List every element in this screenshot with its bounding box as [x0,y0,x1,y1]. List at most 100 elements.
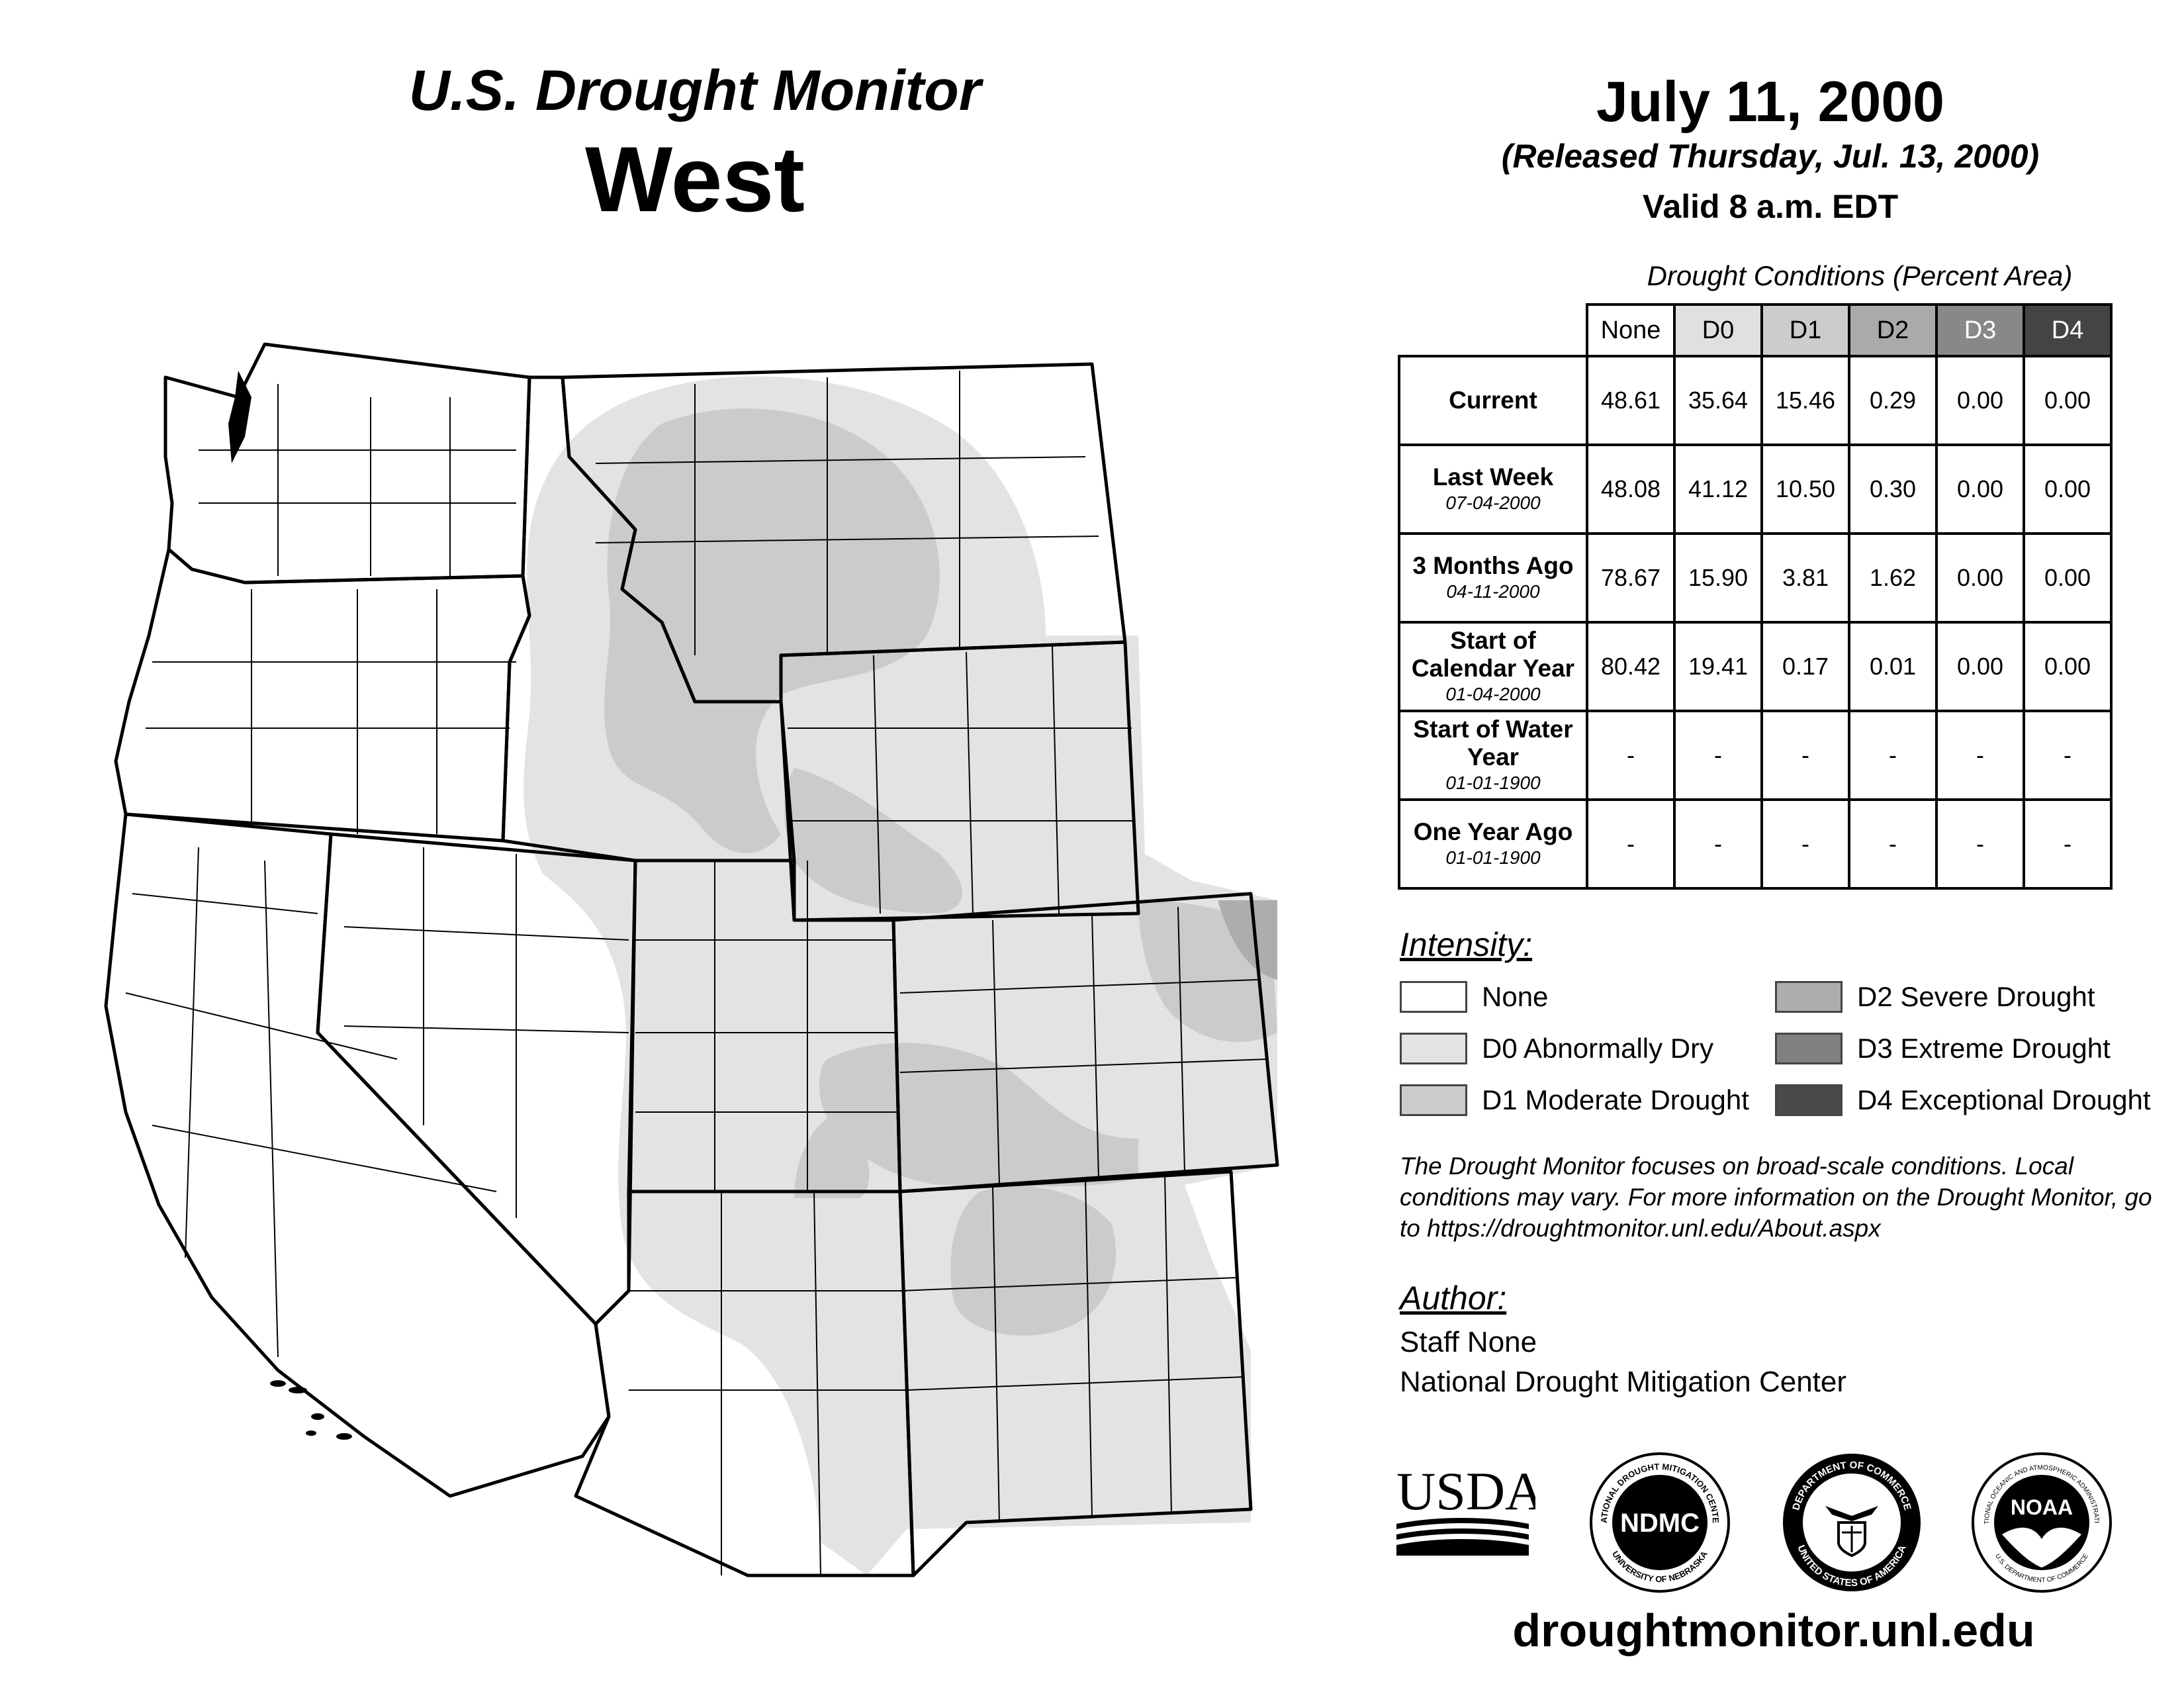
legend-label: D4 Exceptional Drought [1857,1084,2151,1115]
table-cell: - [1586,798,1676,890]
table-cell: 0.00 [2023,444,2113,535]
table-cell: 48.08 [1586,444,1676,535]
table-cell: 3.81 [1760,532,1850,624]
legend-swatch [1400,1033,1467,1064]
row-date: 01-01-1900 [1445,773,1541,793]
table-cell: 0.17 [1760,621,1850,712]
legend-title: Intensity: [1400,926,1533,963]
disclaimer-note: The Drought Monitor focuses on broad-sca… [1400,1152,2152,1242]
footer-url: droughtmonitor.unl.edu [1512,1605,2035,1656]
col-header-d0: D0 [1673,303,1763,357]
washington-border [163,342,531,585]
table-row: 3 Months Ago 04-11-2000 78.67 15.90 3.81 … [1398,532,2113,624]
legend-item-d1: D1 Moderate Drought [1400,1082,1749,1119]
author-organization: National Drought Mitigation Center [1400,1366,1847,1398]
table-cell: 0.01 [1848,621,1938,712]
county-lines [125,371,1268,1576]
drought-conditions-table: None D0 D1 D2 D3 D4 Current 48.61 35.64 … [1398,303,2113,890]
legend-label: None [1482,981,1549,1012]
release-date: (Released Thursday, Jul. 13, 2000) [1501,138,2040,175]
row-label: Last Week [1432,463,1554,491]
table-cell: 0.00 [2023,355,2113,446]
legend-swatch [1775,981,1843,1013]
row-label: 3 Months Ago [1412,552,1574,579]
row-date: 01-04-2000 [1445,684,1541,704]
author-label: Author: [1400,1280,1507,1317]
col-header-none: None [1586,303,1676,357]
coastal-islands [228,371,352,1440]
d1-area-utah-strip [794,1119,870,1198]
table-row: Current 48.61 35.64 15.46 0.29 0.00 0.00 [1398,355,2113,446]
d1-area-wyoming [784,768,962,914]
table-row: Start of Calendar Year 01-04-2000 80.42 1… [1398,621,2113,712]
d1-area-north [604,408,940,853]
table-row: Last Week 07-04-2000 48.08 41.12 10.50 0.… [1398,444,2113,535]
table-cell: 35.64 [1673,355,1763,446]
noaa-logo-text: NOAA [2011,1495,2073,1519]
table-cell: - [2023,798,2113,890]
legend-label: D1 Moderate Drought [1482,1084,1749,1115]
row-label: One Year Ago [1413,818,1573,845]
map-date: July 11, 2000 [1596,70,1944,134]
col-header-d1: D1 [1760,303,1850,357]
table-cell: - [1935,710,2025,801]
table-cell: 0.00 [1935,532,2025,624]
d1-area-newmexico [950,1186,1116,1336]
ndmc-logo: NATIONAL DROUGHT MITIGATION CENTER UNIVE… [1587,1450,1730,1593]
state-borders [104,342,1279,1577]
legend-item-d3: D3 Extreme Drought [1775,1030,2111,1067]
row-label: Start of Calendar Year [1411,627,1575,682]
table-cell: 80.42 [1586,621,1676,712]
table-cell: 48.61 [1586,355,1676,446]
drought-areas [523,376,1278,1576]
table-cell: 0.30 [1848,444,1938,535]
legend-label: D0 Abnormally Dry [1482,1033,1714,1064]
table-cell: 41.12 [1673,444,1763,535]
table-cell: 0.00 [1935,444,2025,535]
legend-label: D3 Extreme Drought [1857,1033,2111,1064]
legend-item-none: None [1400,978,1548,1015]
table-cell: 15.90 [1673,532,1763,624]
california-border [104,812,611,1498]
newmexico-border [898,1170,1253,1577]
table-cell: 78.67 [1586,532,1676,624]
legend-item-d2: D2 Severe Drought [1775,978,2095,1015]
row-label: Current [1449,387,1537,414]
table-cell: - [1760,710,1850,801]
montana-border [561,362,1127,704]
wyoming-border [779,640,1140,922]
legend-swatch [1775,1084,1843,1116]
row-date: 04-11-2000 [1446,581,1540,602]
table-cell: 0.00 [1935,355,2025,446]
usda-logo-text: USDA [1396,1463,1535,1521]
table-cell: - [1848,710,1938,801]
ndmc-logo-text: NDMC [1620,1509,1700,1538]
legend-swatch [1400,981,1467,1013]
table-cell: 1.62 [1848,532,1938,624]
table-caption: Drought Conditions (Percent Area) [1647,260,2073,291]
table-cell: - [1848,798,1938,890]
table-cell: - [1673,798,1763,890]
row-label: Start of Water Year [1413,716,1573,771]
table-cell: - [1935,798,2025,890]
table-cell: 0.00 [2023,621,2113,712]
table-cell: - [1760,798,1850,890]
map-region-title: West [585,127,805,231]
eagle-icon [1825,1506,1878,1521]
table-cell: 19.41 [1673,621,1763,712]
table-cell: - [2023,710,2113,801]
table-row: One Year Ago 01-01-1900 - - - - - - [1398,798,2113,890]
table-row: Start of Water Year 01-01-1900 - - - - - … [1398,710,2113,801]
table-cell: - [1586,710,1676,801]
row-date: 07-04-2000 [1445,492,1541,513]
legend-item-d4: D4 Exceptional Drought [1775,1082,2151,1119]
table-header-row: None D0 D1 D2 D3 D4 [1399,303,2113,357]
noaa-logo: NATIONAL OCEANIC AND ATMOSPHERIC ADMINIS… [1969,1450,2112,1593]
oregon-border [114,547,531,843]
table-cell: 0.00 [1935,621,2025,712]
legend-item-d0: D0 Abnormally Dry [1400,1030,1713,1067]
row-date: 01-01-1900 [1445,847,1541,868]
department-of-commerce-seal: DEPARTMENT OF COMMERCE UNITED STATES OF … [1783,1454,1921,1591]
col-header-d3: D3 [1935,303,2025,357]
shield-icon [1837,1521,1866,1558]
